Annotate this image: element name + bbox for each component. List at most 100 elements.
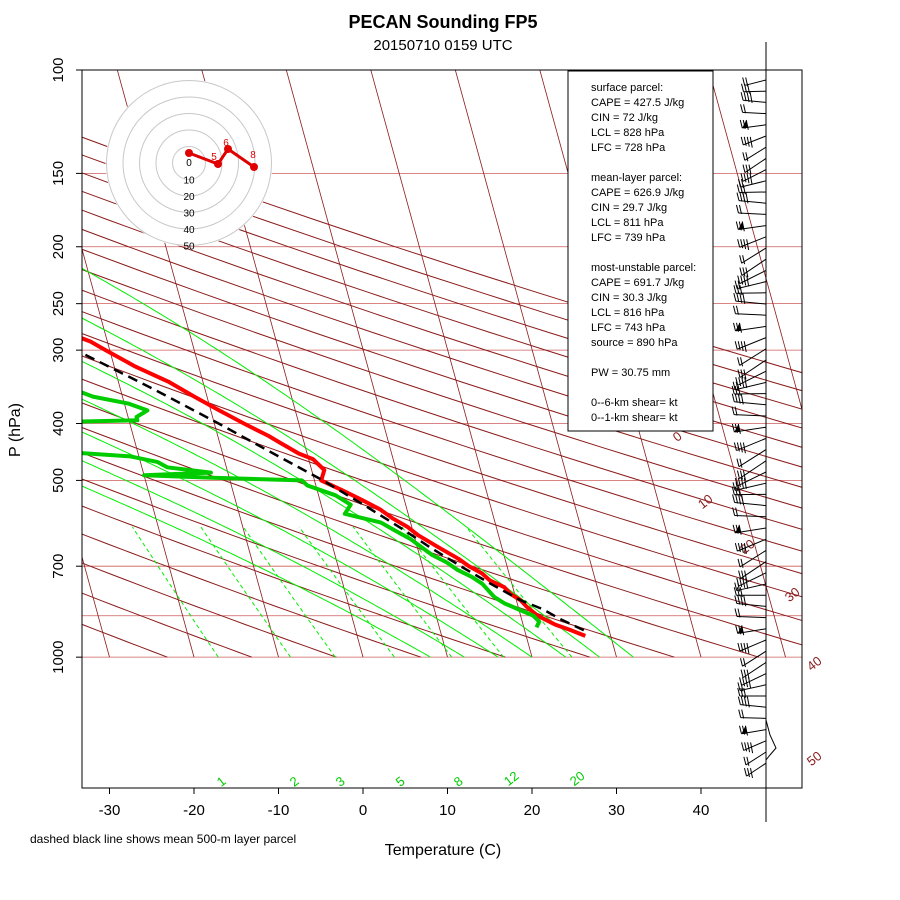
isotherm-line (82, 247, 195, 658)
wind-barb (746, 762, 767, 777)
chart-title: PECAN Sounding FP5 (349, 12, 538, 32)
wind-barb (741, 258, 767, 276)
wind-barb-pennant (738, 221, 745, 230)
wind-barb-feather (741, 742, 745, 751)
wind-barb-feather (733, 285, 737, 294)
plot-frame (81, 69, 803, 789)
wind-barb-feather (743, 669, 747, 679)
wind-barb-feather (735, 221, 739, 230)
wind-barb-feather (742, 442, 746, 454)
wind-barb-feather (737, 486, 741, 497)
wind-barb-feather (743, 642, 747, 653)
wind-barb-feather (744, 768, 747, 777)
wind-barb-feather (745, 577, 749, 589)
mixing-ratio-label: 1 (214, 773, 229, 789)
y-tick-label: 250 (50, 291, 67, 316)
wind-barb-feather (737, 608, 741, 618)
info-line: 0--1-km shear= kt (591, 412, 678, 424)
mixing-ratio-line (200, 526, 291, 658)
y-tick-label: 1000 (50, 640, 67, 673)
wind-barb (736, 281, 767, 290)
wind-barb-feather (742, 192, 746, 203)
wind-barb-feather (740, 136, 744, 146)
hodograph-ring-label: 20 (183, 192, 195, 203)
hodograph-point (224, 145, 232, 153)
wind-barb-feather (740, 369, 744, 379)
wind-barb-feather (732, 494, 736, 503)
wind-barb (739, 359, 767, 378)
wind-barb-feather (746, 696, 750, 708)
x-tick-label: 10 (439, 802, 456, 819)
hodograph-point (214, 160, 222, 168)
wind-barb (739, 348, 767, 366)
wind-barb-feather (743, 756, 747, 766)
wind-barb-feather (746, 642, 750, 654)
wind-barb-feather (743, 275, 747, 286)
chart-subtitle: 20150710 0159 UTC (373, 37, 512, 54)
wind-barb (739, 460, 767, 479)
hodograph-ring-label: 10 (183, 176, 195, 187)
dry-adiabat (82, 311, 802, 552)
wind-barb-feather (747, 83, 751, 94)
wind-barb-feather (740, 595, 744, 606)
wind-barb-feather (740, 104, 744, 113)
isotherm-line (285, 70, 448, 658)
moist-adiabat (82, 267, 634, 658)
wind-barb-feather (735, 377, 739, 386)
wind-barb-feather (731, 385, 735, 395)
wind-barb-feather (733, 322, 736, 331)
y-tick-label: 300 (50, 338, 67, 363)
moist-adiabat-lines (82, 267, 634, 658)
wind-barb-feather (741, 570, 745, 580)
hodograph-ring-label: 50 (183, 242, 195, 253)
moist-adiabat (82, 431, 499, 658)
dry-adiabat (82, 248, 802, 488)
wind-barb (740, 704, 767, 708)
isotherm-label: 20 (737, 536, 758, 557)
wind-barb-feather (738, 570, 742, 579)
hodograph-point (250, 163, 258, 171)
wind-barb-feather (743, 477, 747, 489)
wind-barb-feather (734, 486, 738, 496)
wind-barb-feather (749, 173, 753, 185)
mixing-ratio-line (242, 526, 336, 658)
info-line: surface parcel: (591, 82, 663, 94)
dewpoint-line (82, 390, 542, 629)
wind-barb-feather (734, 406, 738, 416)
wind-barb (744, 157, 767, 174)
wind-barb-feather (735, 494, 739, 504)
wind-barb-feather (737, 385, 741, 396)
wind-barb-pennant (734, 423, 741, 432)
dry-adiabat (82, 209, 802, 448)
wind-barb-feather (735, 482, 739, 492)
wind-barb-feather (737, 582, 741, 592)
wind-barb (742, 169, 767, 182)
moist-adiabat (82, 485, 431, 658)
y-tick-label: 400 (50, 411, 67, 436)
wind-barb-feather (738, 377, 742, 387)
wind-barb-feather (744, 377, 748, 389)
wind-barb-pennant (735, 524, 742, 533)
wind-barb-feather (737, 696, 741, 705)
wind-barb (741, 673, 767, 686)
wind-barb (744, 146, 767, 161)
wind-barb-feather (735, 204, 739, 214)
wind-barb-feather (732, 381, 736, 390)
wind-barb-feather (743, 239, 747, 250)
info-line: PW = 30.75 mm (591, 367, 670, 379)
wind-barb-feather (737, 280, 741, 290)
wind-barb-feather (746, 756, 750, 766)
wind-barb-feather (733, 292, 737, 302)
wind-barb-feather (742, 677, 746, 687)
dry-adiabat (82, 228, 802, 468)
wind-barb (736, 616, 767, 619)
wind-barb-feather (742, 577, 746, 588)
hodograph-trace (188, 146, 255, 169)
wind-barb-feather (732, 482, 736, 491)
wind-barb-feather (745, 164, 749, 174)
moist-adiabat (82, 360, 567, 658)
hodograph-ring (122, 96, 256, 230)
wind-barb-feather (742, 255, 746, 265)
wind-barb-feather (741, 709, 745, 719)
isotherm-label: 30 (782, 584, 803, 605)
